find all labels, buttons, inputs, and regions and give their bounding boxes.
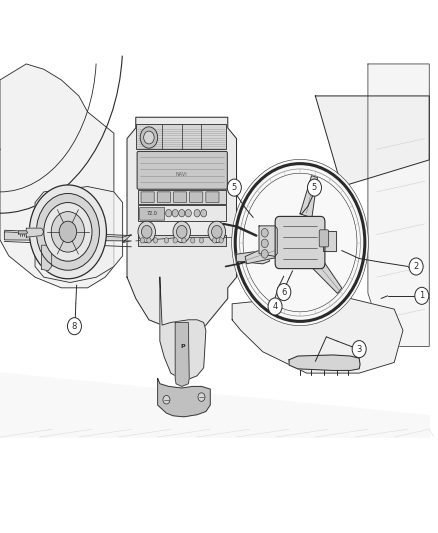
- Circle shape: [409, 258, 423, 275]
- FancyBboxPatch shape: [275, 216, 325, 269]
- Circle shape: [141, 225, 152, 238]
- Polygon shape: [160, 277, 206, 381]
- Circle shape: [194, 209, 200, 217]
- Text: 4: 4: [272, 302, 278, 311]
- Circle shape: [166, 209, 172, 217]
- Circle shape: [36, 193, 99, 270]
- Polygon shape: [127, 117, 237, 330]
- Polygon shape: [300, 176, 318, 217]
- Circle shape: [212, 238, 217, 243]
- Text: 3: 3: [357, 345, 362, 353]
- Polygon shape: [0, 64, 114, 288]
- Circle shape: [268, 298, 282, 315]
- Text: 5: 5: [232, 183, 237, 192]
- Polygon shape: [175, 322, 189, 386]
- Text: 5: 5: [312, 183, 317, 192]
- FancyBboxPatch shape: [141, 192, 154, 203]
- Circle shape: [208, 221, 226, 243]
- Circle shape: [147, 238, 151, 243]
- Text: 1: 1: [419, 292, 424, 300]
- Circle shape: [144, 131, 154, 144]
- FancyBboxPatch shape: [190, 192, 203, 203]
- FancyBboxPatch shape: [138, 235, 226, 246]
- Polygon shape: [0, 373, 429, 437]
- Circle shape: [163, 395, 170, 404]
- Circle shape: [261, 239, 268, 248]
- Circle shape: [212, 225, 222, 238]
- Circle shape: [153, 238, 158, 243]
- FancyBboxPatch shape: [173, 192, 187, 203]
- Circle shape: [44, 203, 92, 261]
- Circle shape: [138, 221, 155, 243]
- FancyBboxPatch shape: [137, 151, 227, 189]
- FancyBboxPatch shape: [319, 230, 328, 247]
- Polygon shape: [232, 298, 403, 373]
- Circle shape: [172, 209, 178, 217]
- Polygon shape: [289, 355, 360, 370]
- Polygon shape: [158, 378, 210, 417]
- Polygon shape: [237, 251, 269, 264]
- Polygon shape: [18, 231, 28, 234]
- Polygon shape: [312, 257, 342, 293]
- FancyBboxPatch shape: [136, 124, 226, 149]
- Circle shape: [140, 238, 145, 243]
- Circle shape: [261, 249, 268, 258]
- Circle shape: [415, 287, 429, 304]
- Circle shape: [182, 238, 186, 243]
- FancyBboxPatch shape: [138, 190, 226, 204]
- Circle shape: [140, 127, 158, 148]
- Circle shape: [219, 238, 223, 243]
- Circle shape: [59, 221, 77, 243]
- Polygon shape: [42, 245, 52, 271]
- Circle shape: [51, 212, 85, 252]
- Circle shape: [261, 229, 268, 237]
- Circle shape: [352, 341, 366, 358]
- Circle shape: [198, 393, 205, 401]
- Circle shape: [177, 225, 187, 238]
- Circle shape: [232, 159, 368, 326]
- Circle shape: [227, 179, 241, 196]
- Polygon shape: [245, 243, 279, 264]
- Circle shape: [179, 209, 185, 217]
- Text: 72.0: 72.0: [147, 211, 157, 216]
- Circle shape: [277, 284, 291, 301]
- Polygon shape: [4, 232, 131, 243]
- Circle shape: [164, 238, 169, 243]
- Circle shape: [29, 185, 106, 279]
- Polygon shape: [35, 187, 123, 282]
- Polygon shape: [368, 64, 429, 346]
- Text: 6: 6: [281, 288, 286, 296]
- Circle shape: [67, 318, 81, 335]
- Circle shape: [191, 238, 195, 243]
- Circle shape: [173, 238, 177, 243]
- Polygon shape: [26, 228, 44, 237]
- Text: 2: 2: [413, 262, 419, 271]
- FancyBboxPatch shape: [140, 207, 165, 220]
- Text: NAVI: NAVI: [176, 172, 187, 177]
- Circle shape: [173, 221, 191, 243]
- FancyBboxPatch shape: [157, 192, 170, 203]
- Text: 8: 8: [72, 322, 77, 330]
- FancyBboxPatch shape: [206, 192, 219, 203]
- Polygon shape: [315, 96, 429, 187]
- FancyBboxPatch shape: [138, 205, 226, 221]
- Text: P: P: [180, 344, 184, 349]
- Polygon shape: [259, 226, 277, 256]
- Circle shape: [199, 238, 204, 243]
- Circle shape: [201, 209, 207, 217]
- Circle shape: [185, 209, 191, 217]
- Circle shape: [307, 179, 321, 196]
- Polygon shape: [323, 231, 336, 251]
